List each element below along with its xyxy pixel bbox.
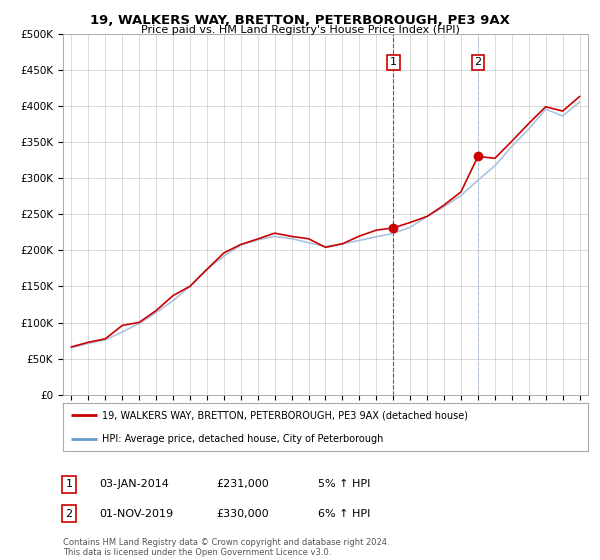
Text: 03-JAN-2014: 03-JAN-2014 bbox=[99, 479, 169, 489]
Text: 5% ↑ HPI: 5% ↑ HPI bbox=[318, 479, 370, 489]
Text: £330,000: £330,000 bbox=[216, 508, 269, 519]
Text: 2: 2 bbox=[65, 508, 73, 519]
Text: 1: 1 bbox=[65, 479, 73, 489]
Text: Price paid vs. HM Land Registry's House Price Index (HPI): Price paid vs. HM Land Registry's House … bbox=[140, 25, 460, 35]
Text: Contains HM Land Registry data © Crown copyright and database right 2024.
This d: Contains HM Land Registry data © Crown c… bbox=[63, 538, 389, 557]
Text: 2: 2 bbox=[475, 58, 481, 68]
Text: 1: 1 bbox=[390, 58, 397, 68]
Text: 19, WALKERS WAY, BRETTON, PETERBOROUGH, PE3 9AX: 19, WALKERS WAY, BRETTON, PETERBOROUGH, … bbox=[90, 14, 510, 27]
Text: 01-NOV-2019: 01-NOV-2019 bbox=[99, 508, 173, 519]
Text: 6% ↑ HPI: 6% ↑ HPI bbox=[318, 508, 370, 519]
Text: 19, WALKERS WAY, BRETTON, PETERBOROUGH, PE3 9AX (detached house): 19, WALKERS WAY, BRETTON, PETERBOROUGH, … bbox=[103, 410, 469, 420]
Text: HPI: Average price, detached house, City of Peterborough: HPI: Average price, detached house, City… bbox=[103, 434, 384, 444]
Text: £231,000: £231,000 bbox=[216, 479, 269, 489]
